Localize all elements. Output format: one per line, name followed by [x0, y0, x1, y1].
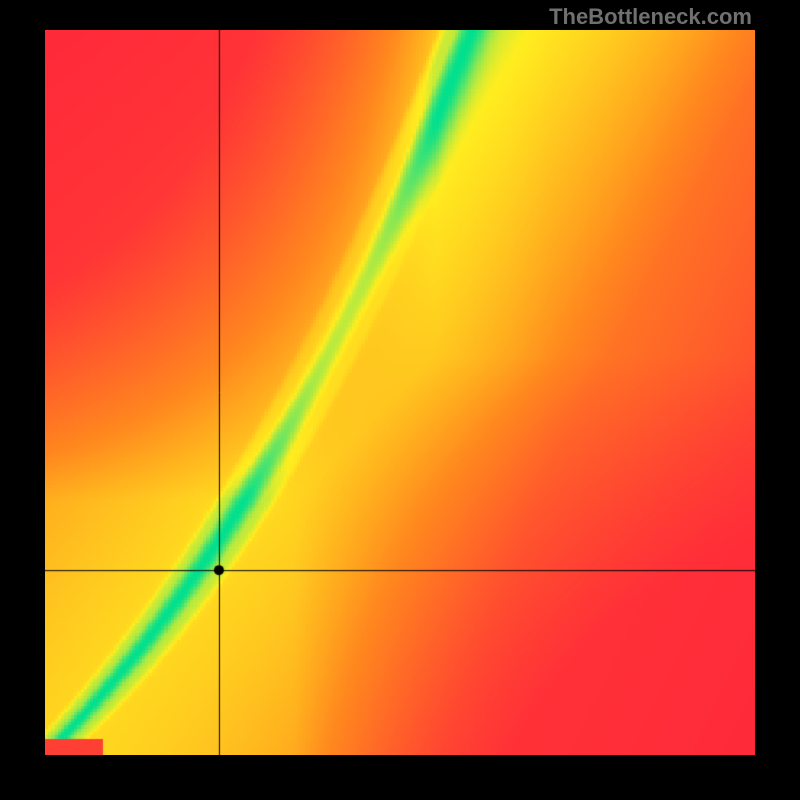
chart-container: { "canvas": { "width": 800, "height": 80… — [0, 0, 800, 800]
watermark-text: TheBottleneck.com — [549, 4, 752, 30]
bottleneck-heatmap — [45, 30, 755, 755]
